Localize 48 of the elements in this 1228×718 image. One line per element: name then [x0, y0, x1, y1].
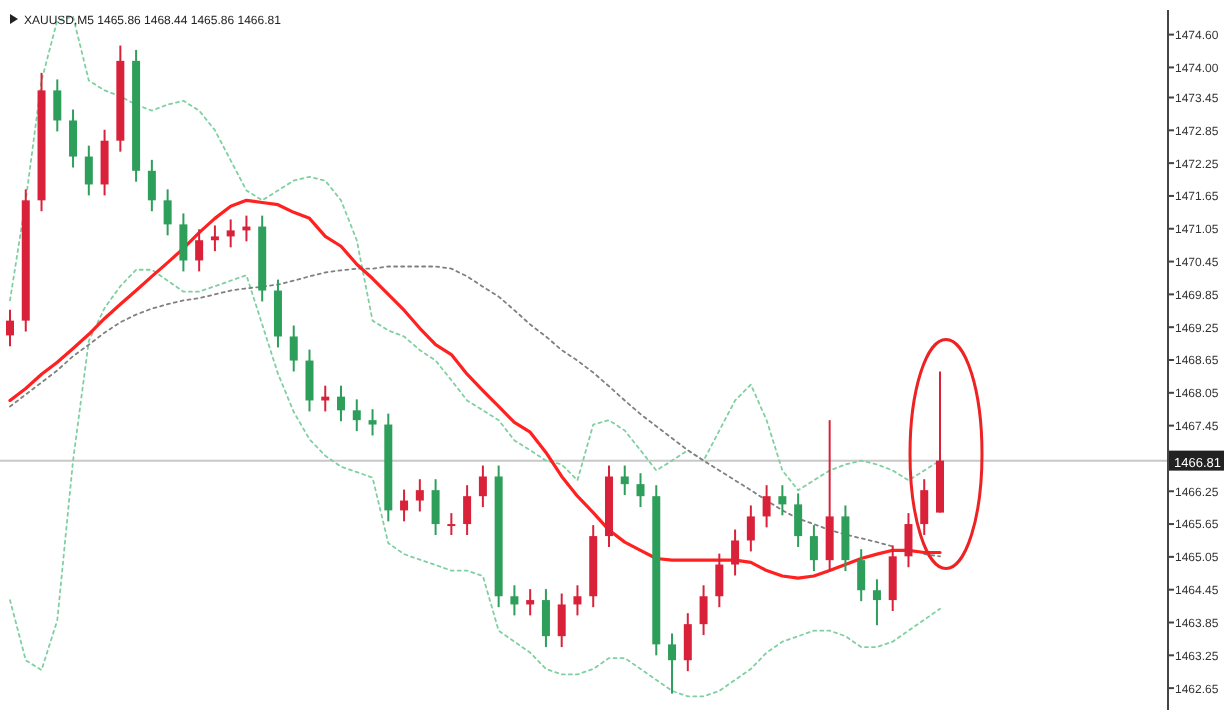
candlestick [273, 278, 282, 349]
candlestick [195, 228, 204, 273]
candlestick [100, 128, 109, 197]
candlestick [478, 464, 487, 509]
candlestick [337, 384, 346, 423]
candlestick [289, 324, 298, 373]
candlestick [352, 398, 361, 433]
candlestick [715, 552, 724, 609]
candlestick [841, 504, 850, 573]
candlestick [6, 308, 14, 348]
candlestick [526, 588, 535, 617]
line-series [9, 268, 941, 698]
candlestick [699, 584, 708, 637]
candlestick [904, 512, 913, 569]
candlestick [573, 584, 582, 617]
candlestick [415, 478, 424, 513]
candlestick [305, 348, 314, 413]
candlestick [778, 484, 787, 517]
candlestick [762, 484, 771, 529]
candlestick [825, 419, 834, 573]
candlestick [541, 588, 550, 649]
candlestick [636, 472, 645, 509]
candlestick [53, 78, 62, 133]
candlestick [463, 484, 472, 536]
candlestick [683, 612, 692, 673]
candlestick [147, 158, 156, 213]
candlestick [731, 528, 740, 577]
candlestick [431, 478, 440, 536]
candlestick [69, 108, 78, 169]
candlestick [447, 512, 456, 536]
candlestick [857, 548, 866, 603]
candlestick [400, 488, 409, 523]
candlestick [746, 504, 755, 553]
candlestick [179, 212, 188, 273]
candlestick [226, 218, 235, 249]
candlestick [794, 492, 803, 549]
candlestick [84, 144, 93, 197]
candlestick [668, 632, 677, 695]
candlestick [510, 584, 519, 617]
candlestick [920, 478, 929, 536]
candlestick [888, 544, 897, 613]
candlestick [368, 408, 377, 437]
candlestick [557, 592, 566, 649]
candlestick [620, 464, 629, 497]
candlestick [210, 224, 219, 253]
candlestick [872, 578, 881, 627]
candlestick [163, 188, 172, 237]
candlestick [809, 524, 818, 573]
